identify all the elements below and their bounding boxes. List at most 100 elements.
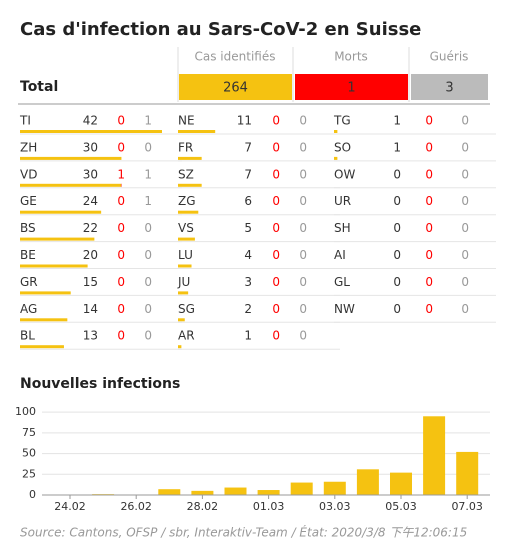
deaths: 0 <box>117 275 125 289</box>
cases: 0 <box>393 248 401 262</box>
cases: 1 <box>393 114 401 128</box>
case-bar <box>178 237 195 241</box>
deaths: 0 <box>272 329 280 343</box>
deaths: 0 <box>425 302 433 316</box>
case-bar <box>178 183 202 187</box>
total-value: 3 <box>445 81 453 96</box>
recovered: 0 <box>299 302 307 316</box>
deaths: 1 <box>117 167 125 181</box>
total-value: 1 <box>347 81 355 96</box>
x-tick-label: 01.03 <box>253 500 285 513</box>
cases: 2 <box>244 302 252 316</box>
cases: 0 <box>393 194 401 208</box>
case-bar <box>334 156 338 160</box>
canton: BS <box>20 221 36 235</box>
deaths: 0 <box>117 194 125 208</box>
case-bar <box>178 156 202 160</box>
deaths: 0 <box>117 248 125 262</box>
canton: GE <box>20 194 37 208</box>
canton: SG <box>178 302 195 316</box>
y-tick-label: 0 <box>29 488 36 501</box>
canton: TG <box>333 114 351 128</box>
deaths: 0 <box>117 329 125 343</box>
canton: SZ <box>178 167 194 181</box>
case-bar <box>178 291 189 295</box>
bar <box>257 490 280 495</box>
column-header: Cas identifiés <box>195 50 276 64</box>
x-tick-label: 24.02 <box>54 500 86 513</box>
canton: AG <box>20 302 37 316</box>
cases: 4 <box>244 248 252 262</box>
cases: 0 <box>393 302 401 316</box>
case-bar <box>178 210 199 214</box>
recovered: 0 <box>461 167 469 181</box>
recovered: 0 <box>461 194 469 208</box>
y-tick-label: 100 <box>15 405 36 418</box>
case-bar <box>20 156 122 160</box>
recovered: 0 <box>461 275 469 289</box>
deaths: 0 <box>117 221 125 235</box>
cases: 30 <box>83 140 98 154</box>
cases: 0 <box>393 275 401 289</box>
bar <box>158 489 181 495</box>
canton: GL <box>334 275 350 289</box>
bar <box>290 482 313 495</box>
x-tick-label: 28.02 <box>187 500 219 513</box>
recovered: 0 <box>299 194 307 208</box>
cases: 22 <box>83 221 98 235</box>
recovered: 0 <box>299 329 307 343</box>
canton: JU <box>177 275 190 289</box>
canton: FR <box>178 140 193 154</box>
cases: 42 <box>83 114 98 128</box>
title: Cas d'infection au Sars-CoV-2 en Suisse <box>20 19 421 40</box>
x-tick-label: 26.02 <box>120 500 152 513</box>
canton: SO <box>334 140 351 154</box>
cases: 14 <box>83 302 98 316</box>
x-tick-label: 05.03 <box>385 500 417 513</box>
canton: NE <box>178 114 195 128</box>
recovered: 0 <box>144 302 152 316</box>
case-bar <box>178 345 182 349</box>
recovered: 0 <box>461 114 469 128</box>
x-tick-label: 07.03 <box>451 500 483 513</box>
recovered: 0 <box>461 140 469 154</box>
cases: 7 <box>244 167 252 181</box>
recovered: 0 <box>299 275 307 289</box>
recovered: 0 <box>144 329 152 343</box>
case-bar <box>334 130 338 133</box>
deaths: 0 <box>117 140 125 154</box>
cases: 20 <box>83 248 98 262</box>
deaths: 0 <box>272 194 280 208</box>
bar <box>390 472 412 495</box>
deaths: 0 <box>425 248 433 262</box>
deaths: 0 <box>272 114 280 128</box>
bar <box>224 487 247 495</box>
cases: 30 <box>83 167 98 181</box>
recovered: 0 <box>299 248 307 262</box>
total-box <box>179 74 292 100</box>
recovered: 0 <box>299 140 307 154</box>
case-bar <box>20 291 71 295</box>
cases: 0 <box>393 221 401 235</box>
case-bar <box>20 264 88 268</box>
deaths: 0 <box>272 167 280 181</box>
cases: 5 <box>244 221 252 235</box>
deaths: 0 <box>425 114 433 128</box>
recovered: 0 <box>299 167 307 181</box>
case-bar <box>178 318 185 322</box>
column-header: Morts <box>334 50 368 64</box>
cases: 24 <box>83 194 98 208</box>
case-bar <box>20 183 122 187</box>
canton: NW <box>334 302 355 316</box>
recovered: 0 <box>299 221 307 235</box>
total-box <box>411 74 488 100</box>
death-bar <box>120 183 122 187</box>
recovered: 0 <box>461 248 469 262</box>
deaths: 0 <box>117 114 125 128</box>
case-bar <box>178 264 192 268</box>
deaths: 0 <box>425 140 433 154</box>
canton: ZH <box>20 140 37 154</box>
deaths: 0 <box>425 167 433 181</box>
cases: 3 <box>244 275 252 289</box>
